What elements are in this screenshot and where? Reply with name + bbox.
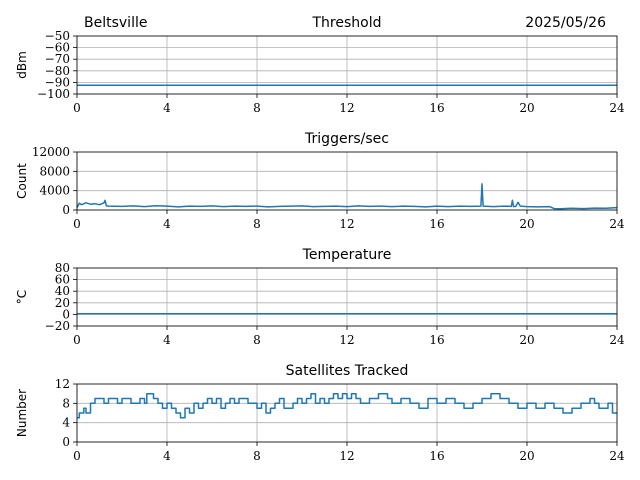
x-tick-label: 0 — [73, 101, 81, 115]
location-label: Beltsville — [84, 15, 147, 31]
y-tick-label: 8 — [62, 396, 70, 410]
satellites-tracked-title: Satellites Tracked — [286, 363, 409, 379]
x-tick-label: 20 — [519, 449, 534, 463]
temperature-y-axis-label: °C — [15, 290, 29, 304]
x-tick-label: 4 — [163, 217, 171, 231]
triggers-sec-series-line — [76, 183, 618, 210]
x-tick-label: 20 — [519, 101, 534, 115]
x-tick-label: 12 — [339, 217, 354, 231]
y-tick-label: 4000 — [39, 184, 70, 198]
x-tick-label: 12 — [339, 333, 354, 347]
y-tick-label: 4 — [62, 416, 70, 430]
y-tick-label: 12 — [55, 377, 70, 391]
x-tick-label: 4 — [163, 333, 171, 347]
x-tick-label: 20 — [519, 333, 534, 347]
x-tick-label: 24 — [609, 217, 625, 231]
satellites-tracked-series-line — [77, 392, 617, 419]
y-tick-label: −80 — [45, 64, 70, 78]
x-tick-label: 8 — [253, 333, 261, 347]
threshold-panel: Threshold 0 4 8 12 16 20 24 −50−60−70−80−90−100 d… — [15, 15, 625, 115]
x-tick-label: 12 — [339, 101, 354, 115]
x-tick-label: 8 — [253, 217, 261, 231]
satellites-tracked-panel: Satellites Tracked 0 4 8 12 16 20 24 12 8 4 0 Number — [15, 363, 625, 463]
x-tick-label: 4 — [163, 449, 171, 463]
satellites-tracked-y-axis-label: Number — [15, 389, 29, 437]
panels: Threshold 0 4 8 12 16 20 24 −50−60−70−80−90−100 d… — [15, 15, 625, 463]
x-tick-label: 16 — [429, 449, 444, 463]
date-label: 2025/05/26 — [525, 15, 606, 31]
x-tick-label: 24 — [609, 449, 625, 463]
x-tick-label: 8 — [253, 101, 261, 115]
y-tick-label: 8000 — [39, 164, 70, 178]
y-tick-label: −60 — [45, 41, 70, 55]
x-tick-label: 0 — [73, 449, 81, 463]
y-tick-label: 0 — [62, 307, 70, 321]
y-tick-label: 40 — [55, 284, 70, 298]
x-tick-label: 24 — [609, 101, 625, 115]
y-tick-label: −50 — [45, 29, 70, 43]
x-tick-label: 12 — [339, 449, 354, 463]
x-tick-label: 4 — [163, 101, 171, 115]
triggers-sec-title: Triggers/sec — [304, 131, 389, 147]
y-tick-label: −90 — [45, 75, 70, 89]
x-tick-label: 16 — [429, 217, 444, 231]
x-tick-label: 24 — [609, 333, 625, 347]
y-tick-label: −20 — [45, 319, 70, 333]
threshold-y-axis-label: dBm — [15, 51, 29, 79]
x-tick-label: 20 — [519, 217, 534, 231]
x-tick-label: 0 — [73, 333, 81, 347]
y-tick-label: 12000 — [32, 145, 70, 159]
y-tick-label: 0 — [62, 203, 70, 217]
y-tick-label: 80 — [55, 261, 70, 275]
x-tick-label: 8 — [253, 449, 261, 463]
temperature-title: Temperature — [302, 247, 392, 263]
y-tick-label: −100 — [37, 87, 70, 101]
triggers-sec-panel: Triggers/sec 0 4 8 12 16 20 24 12000 8000 4000 0 Cou… — [15, 131, 625, 231]
x-tick-label: 16 — [429, 101, 444, 115]
x-tick-label: 0 — [73, 217, 81, 231]
y-tick-label: 60 — [55, 273, 70, 287]
triggers-sec-y-axis-label: Count — [15, 163, 29, 199]
y-tick-label: 0 — [62, 435, 70, 449]
threshold-title: Threshold — [312, 15, 382, 31]
x-tick-label: 16 — [429, 333, 444, 347]
y-tick-label: −70 — [45, 52, 70, 66]
y-tick-label: 20 — [55, 296, 70, 310]
